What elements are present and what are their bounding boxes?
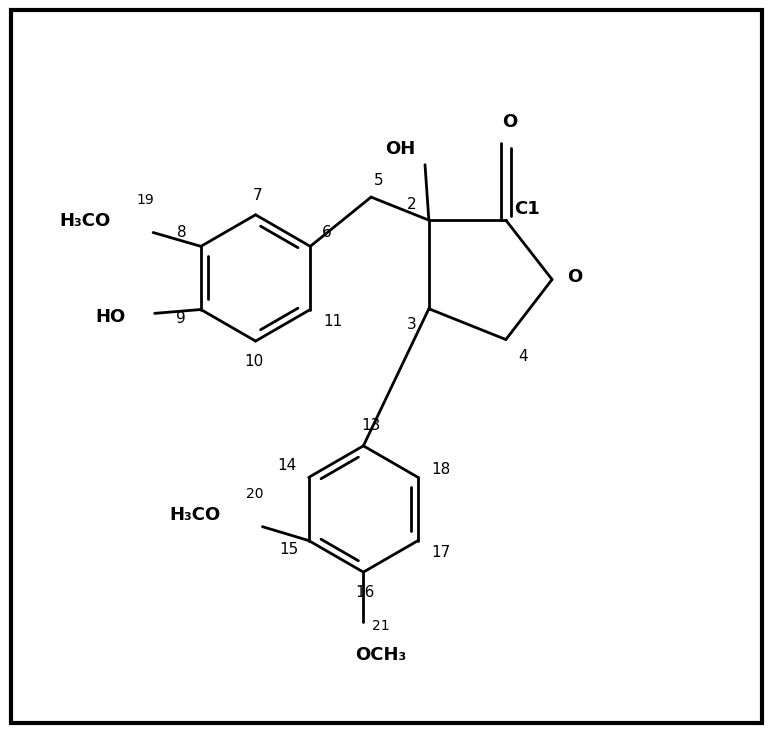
Text: H₃CO: H₃CO [60, 212, 111, 230]
Text: 16: 16 [356, 586, 375, 600]
Text: 4: 4 [518, 349, 528, 364]
Text: H₃CO: H₃CO [169, 506, 220, 524]
Text: O: O [567, 268, 583, 286]
Text: C1: C1 [514, 199, 540, 218]
Text: 21: 21 [372, 619, 389, 633]
Text: 14: 14 [278, 457, 297, 473]
Text: 11: 11 [324, 314, 343, 328]
Text: 7: 7 [252, 188, 262, 203]
Text: 20: 20 [246, 487, 264, 501]
Text: 19: 19 [137, 194, 155, 207]
Text: O: O [502, 114, 517, 131]
Text: 5: 5 [374, 173, 383, 188]
Text: OCH₃: OCH₃ [355, 646, 406, 663]
Text: 18: 18 [431, 463, 451, 477]
Text: HO: HO [95, 308, 125, 326]
Text: 10: 10 [244, 354, 264, 369]
Text: 3: 3 [407, 317, 417, 331]
Text: OH: OH [385, 140, 415, 158]
Text: 15: 15 [279, 542, 298, 557]
Text: 2: 2 [407, 197, 417, 213]
Text: 17: 17 [431, 545, 451, 560]
Text: 9: 9 [176, 312, 186, 326]
Text: 13: 13 [362, 419, 381, 433]
Text: 8: 8 [177, 225, 186, 240]
Text: 6: 6 [322, 225, 332, 240]
